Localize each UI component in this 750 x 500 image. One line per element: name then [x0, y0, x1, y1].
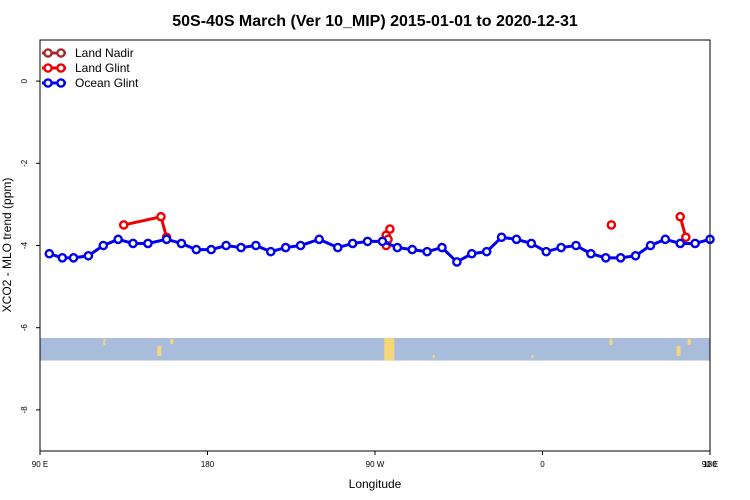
data-point	[571, 240, 581, 251]
data-point	[541, 246, 552, 257]
legend-marker	[56, 78, 66, 88]
plot-area	[44, 211, 715, 267]
data-point	[606, 220, 617, 230]
land-patch	[609, 338, 613, 345]
data-point	[422, 246, 432, 257]
land-patch	[531, 354, 534, 358]
land-patch	[170, 338, 174, 344]
data-point	[221, 240, 231, 251]
data-point	[176, 238, 187, 249]
data-point	[556, 242, 566, 253]
data-point	[385, 224, 395, 234]
data-point	[526, 238, 537, 249]
data-point	[156, 211, 166, 222]
land-patch	[384, 337, 395, 361]
data-point	[586, 248, 596, 259]
legend-marker	[56, 63, 66, 73]
legend-marker	[56, 48, 66, 58]
data-point	[660, 234, 671, 245]
plot-frame	[39, 39, 711, 452]
data-point	[675, 238, 686, 249]
land-patch	[157, 345, 162, 356]
data-point	[392, 242, 403, 253]
data-point	[466, 248, 477, 259]
x-tick-label: 90 W	[366, 460, 385, 469]
land-ocean-band	[40, 337, 710, 361]
legend-label: Ocean Glint	[75, 76, 139, 90]
land-patch	[676, 345, 681, 356]
legend-marker	[43, 78, 53, 88]
data-point	[57, 253, 68, 263]
y-tick-label: -6	[20, 324, 29, 332]
data-point	[377, 236, 388, 247]
data-point	[314, 234, 324, 245]
data-point	[251, 240, 261, 251]
x-axis-label: Longitude	[349, 477, 402, 491]
data-point	[675, 211, 686, 222]
data-point	[83, 250, 94, 261]
data-point	[191, 244, 202, 255]
data-point	[280, 242, 291, 253]
data-point	[236, 242, 246, 253]
data-point	[615, 253, 626, 263]
data-point	[332, 242, 343, 253]
legend-marker	[43, 63, 53, 73]
data-point	[265, 246, 276, 257]
data-point	[98, 240, 109, 251]
data-point	[68, 253, 79, 263]
legend-label: Land Glint	[75, 61, 130, 75]
chart-title: 50S-40S March (Ver 10_MIP) 2015-01-01 to…	[172, 13, 578, 30]
y-tick-label: 0	[20, 78, 29, 83]
legend-marker	[43, 48, 53, 58]
ocean-strip	[40, 337, 710, 361]
x-tick-label: 180	[703, 460, 717, 469]
data-point	[143, 238, 153, 249]
x-tick-label: 90 E	[32, 460, 48, 469]
data-point	[407, 244, 418, 255]
y-axis-label: XCO2 - MLO trend (ppm)	[0, 178, 14, 313]
data-point	[452, 257, 462, 267]
y-tick-label: -2	[20, 159, 29, 167]
x-tick-label: 180	[201, 460, 215, 469]
data-point	[206, 244, 217, 255]
x-tick-label: 0	[540, 460, 545, 469]
land-patch	[432, 354, 435, 358]
data-point	[630, 250, 641, 261]
data-point	[600, 253, 611, 263]
data-point	[645, 240, 656, 251]
y-tick-label: -4	[20, 241, 29, 249]
data-point	[118, 220, 129, 230]
data-point	[496, 232, 507, 243]
data-point	[161, 234, 172, 245]
data-point	[511, 234, 522, 245]
data-point	[113, 234, 123, 245]
data-point	[690, 238, 700, 249]
land-patch	[103, 338, 106, 345]
y-tick-label: -8	[20, 406, 29, 414]
data-point	[362, 236, 373, 247]
data-point	[681, 232, 691, 243]
y-axis: 0 -2 -4 -6 -8	[20, 78, 40, 413]
x-tick-label: 90 E	[702, 460, 718, 469]
data-point	[437, 242, 447, 253]
land-patch	[687, 338, 691, 345]
data-point	[128, 238, 138, 249]
legend-label: Land Nadir	[75, 46, 134, 60]
data-point	[347, 238, 358, 249]
data-point	[481, 246, 492, 257]
data-point	[295, 240, 306, 251]
data-point	[44, 248, 55, 259]
